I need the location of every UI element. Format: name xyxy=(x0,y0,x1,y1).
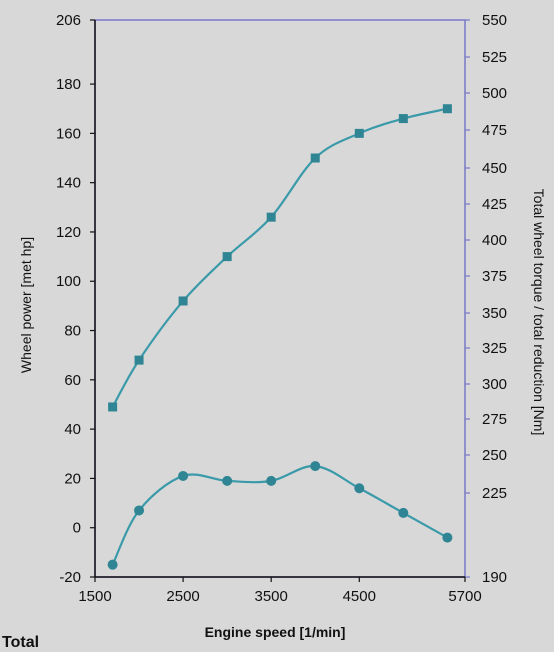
y-left-tick-label: 206 xyxy=(56,12,81,29)
series-1-point xyxy=(108,402,118,412)
series-1-point xyxy=(134,355,144,365)
series-layer xyxy=(107,104,453,570)
y-left-tick-label: 100 xyxy=(56,273,81,290)
series-2-point xyxy=(107,559,118,570)
series-2-point xyxy=(222,475,233,486)
x-tick-label: 1500 xyxy=(78,588,111,605)
y-left-tick-label: -20 xyxy=(59,569,81,586)
series-2-line xyxy=(111,464,448,566)
series-1-point xyxy=(310,153,320,163)
y-right-tick-label: 350 xyxy=(482,305,507,322)
series-2-point xyxy=(442,532,453,543)
series-2-point xyxy=(354,483,365,494)
y-left-tick-label: 180 xyxy=(56,76,81,93)
y-right-tick-label: 425 xyxy=(482,196,507,213)
y-right-tick-label: 275 xyxy=(482,411,507,428)
series-2-point xyxy=(134,505,145,516)
y-right-tick-label: 300 xyxy=(482,376,507,393)
y-right-tick-label: 450 xyxy=(482,160,507,177)
series-1-point xyxy=(266,212,276,222)
right-axis-ticks: 550 525 500 475 450 425 400 375 350 325 300 275 250 2… xyxy=(465,12,507,586)
series-2-point xyxy=(398,507,409,518)
series-2-point xyxy=(178,470,189,481)
y-right-tick-label: 475 xyxy=(482,122,507,139)
series-1-point xyxy=(222,252,232,262)
series-1-line xyxy=(111,107,448,408)
y-right-tick-label: 375 xyxy=(482,268,507,285)
y-right-tick-label: 550 xyxy=(482,12,507,29)
caption: Total xyxy=(2,634,40,651)
x-axis-label: Engine speed [1/min] xyxy=(205,624,346,640)
y-left-tick-label: 40 xyxy=(64,421,81,438)
y-left-tick-label: 80 xyxy=(64,323,81,340)
y-left-axis-label: Wheel power [met hp] xyxy=(18,237,34,373)
y-left-tick-label: 140 xyxy=(56,175,81,192)
y-right-tick-label: 250 xyxy=(482,447,507,464)
plot-border xyxy=(94,19,466,578)
y-left-tick-label: 60 xyxy=(64,372,81,389)
series-1-point xyxy=(354,128,364,138)
plot-frame xyxy=(94,19,466,578)
y-right-axis-label: Total wheel torque / total reduction [Nm… xyxy=(531,189,547,436)
left-axis-ticks: 206 180 160 140 120 100 80 60 40 20 0 -20 xyxy=(56,12,95,586)
y-right-tick-label: 500 xyxy=(482,85,507,102)
y-left-tick-label: 0 xyxy=(73,520,81,537)
series-1-point xyxy=(398,114,408,124)
x-axis-ticks: 1500 2500 3500 4500 5700 xyxy=(78,577,482,605)
series-2-point xyxy=(310,461,321,472)
y-right-tick-label: 400 xyxy=(482,232,507,249)
series-1-point xyxy=(442,104,452,114)
series-2-point xyxy=(266,475,277,486)
x-tick-label: 4500 xyxy=(343,588,376,605)
y-right-tick-label: 190 xyxy=(482,569,507,586)
series-1-point xyxy=(178,296,188,306)
x-tick-label: 5700 xyxy=(448,588,481,605)
x-tick-label: 2500 xyxy=(166,588,199,605)
y-right-tick-label: 325 xyxy=(482,340,507,357)
y-left-tick-label: 120 xyxy=(56,224,81,241)
y-right-tick-label: 225 xyxy=(482,485,507,502)
y-left-tick-label: 20 xyxy=(64,470,81,487)
x-tick-label: 3500 xyxy=(255,588,288,605)
y-left-tick-label: 160 xyxy=(56,125,81,142)
y-right-tick-label: 525 xyxy=(482,49,507,66)
